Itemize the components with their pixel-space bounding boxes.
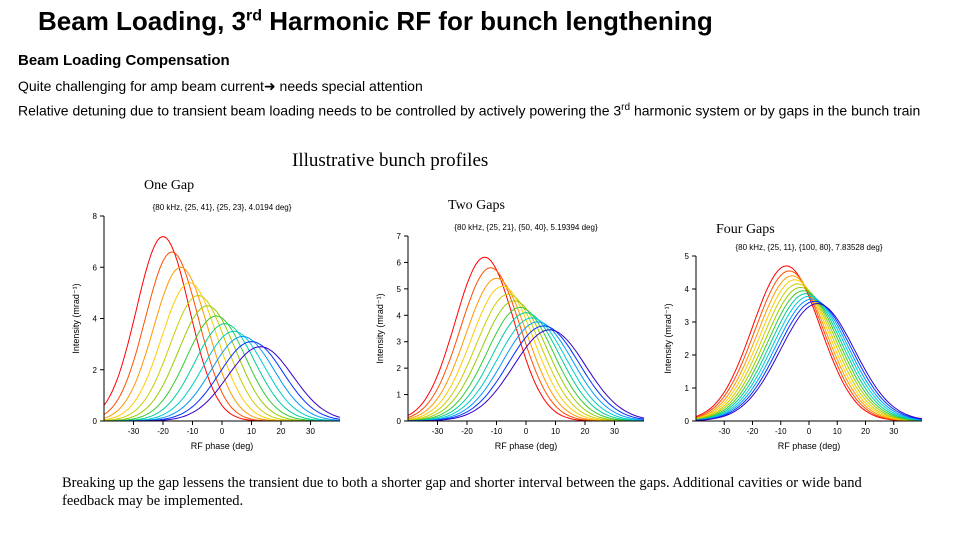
footer-text: Breaking up the gap lessens the transien… xyxy=(62,474,900,510)
svg-text:7: 7 xyxy=(397,232,402,241)
svg-text:0: 0 xyxy=(807,427,812,436)
svg-text:5: 5 xyxy=(397,285,402,294)
svg-text:Intensity (mrad⁻¹): Intensity (mrad⁻¹) xyxy=(663,303,673,373)
svg-text:-20: -20 xyxy=(461,427,473,436)
svg-text:{80 kHz, {25, 41}, {25, 23}, 4: {80 kHz, {25, 41}, {25, 23}, 4.0194 deg} xyxy=(153,203,292,212)
label-two-gaps: Two Gaps xyxy=(448,198,505,214)
svg-text:-20: -20 xyxy=(157,427,169,436)
svg-text:5: 5 xyxy=(685,252,690,261)
text-line-2: Relative detuning due to transient beam … xyxy=(18,102,942,120)
svg-text:2: 2 xyxy=(93,366,98,375)
slide: { "title_a":"Beam Loading, 3", "title_su… xyxy=(0,0,960,540)
svg-text:20: 20 xyxy=(277,427,286,436)
title-sup: rd xyxy=(246,7,262,24)
svg-text:1: 1 xyxy=(685,384,690,393)
label-four-gaps: Four Gaps xyxy=(716,222,775,238)
svg-text:4: 4 xyxy=(685,285,690,294)
svg-text:20: 20 xyxy=(581,427,590,436)
svg-text:2: 2 xyxy=(685,351,690,360)
svg-text:6: 6 xyxy=(397,258,402,267)
title-b: Harmonic RF for bunch lengthening xyxy=(262,6,713,36)
svg-text:0: 0 xyxy=(220,427,225,436)
svg-text:0: 0 xyxy=(685,417,690,426)
arrow-icon: ➜ xyxy=(264,78,276,94)
svg-text:20: 20 xyxy=(861,427,870,436)
svg-text:{80 kHz, {25, 21}, {50, 40}, 5: {80 kHz, {25, 21}, {50, 40}, 5.19394 deg… xyxy=(454,223,598,232)
svg-text:{80 kHz, {25, 11}, {100, 80},: {80 kHz, {25, 11}, {100, 80}, 7.83528 de… xyxy=(735,243,882,252)
svg-text:-30: -30 xyxy=(432,427,444,436)
svg-text:3: 3 xyxy=(397,338,402,347)
svg-text:0: 0 xyxy=(397,417,402,426)
line2-b: harmonic system or by gaps in the bunch … xyxy=(630,103,920,119)
svg-text:10: 10 xyxy=(833,427,842,436)
svg-text:RF phase (deg): RF phase (deg) xyxy=(191,441,254,451)
svg-text:-30: -30 xyxy=(718,427,730,436)
svg-text:RF phase (deg): RF phase (deg) xyxy=(778,441,841,451)
svg-text:4: 4 xyxy=(93,315,98,324)
title-a: Beam Loading, 3 xyxy=(38,6,246,36)
svg-text:-10: -10 xyxy=(491,427,503,436)
line2-sup: rd xyxy=(621,102,630,113)
svg-text:2: 2 xyxy=(397,364,402,373)
line1-a: Quite challenging for amp beam current xyxy=(18,78,264,94)
svg-text:-10: -10 xyxy=(775,427,787,436)
page-title: Beam Loading, 3rd Harmonic RF for bunch … xyxy=(38,6,713,37)
svg-text:4: 4 xyxy=(397,311,402,320)
chart-two-gaps: -30 -20 -10 0 10 20 30 0 1 2 3 4 5 6 7 RF phase (deg) In… xyxy=(372,220,652,455)
subheading: Beam Loading Compensation xyxy=(18,52,230,69)
svg-text:-20: -20 xyxy=(747,427,759,436)
svg-text:3: 3 xyxy=(685,318,690,327)
section-heading: Illustrative bunch profiles xyxy=(292,150,488,172)
chart-four-gaps: -30 -20 -10 0 10 20 30 0 1 2 3 4 5 RF phase (deg) Inte… xyxy=(660,240,930,455)
svg-text:Intensity (mrad⁻¹): Intensity (mrad⁻¹) xyxy=(71,283,81,353)
label-one-gap: One Gap xyxy=(144,178,194,194)
line1-b: needs special attention xyxy=(276,78,423,94)
svg-text:RF phase (deg): RF phase (deg) xyxy=(495,441,558,451)
svg-text:Intensity (mrad⁻¹): Intensity (mrad⁻¹) xyxy=(375,293,385,363)
svg-text:6: 6 xyxy=(93,263,98,272)
svg-text:10: 10 xyxy=(551,427,560,436)
svg-text:-30: -30 xyxy=(128,427,140,436)
svg-text:30: 30 xyxy=(889,427,898,436)
svg-text:-10: -10 xyxy=(187,427,199,436)
text-line-1: Quite challenging for amp beam current➜ … xyxy=(18,78,423,95)
svg-text:30: 30 xyxy=(306,427,315,436)
svg-text:10: 10 xyxy=(247,427,256,436)
line2-a: Relative detuning due to transient beam … xyxy=(18,103,621,119)
svg-text:8: 8 xyxy=(93,212,98,221)
svg-text:0: 0 xyxy=(524,427,529,436)
svg-text:30: 30 xyxy=(610,427,619,436)
chart-one-gap: -30 -20 -10 0 10 20 30 0 2 4 6 8 RF phase (deg) Inten… xyxy=(68,200,348,455)
svg-text:0: 0 xyxy=(93,417,98,426)
svg-text:1: 1 xyxy=(397,391,402,400)
